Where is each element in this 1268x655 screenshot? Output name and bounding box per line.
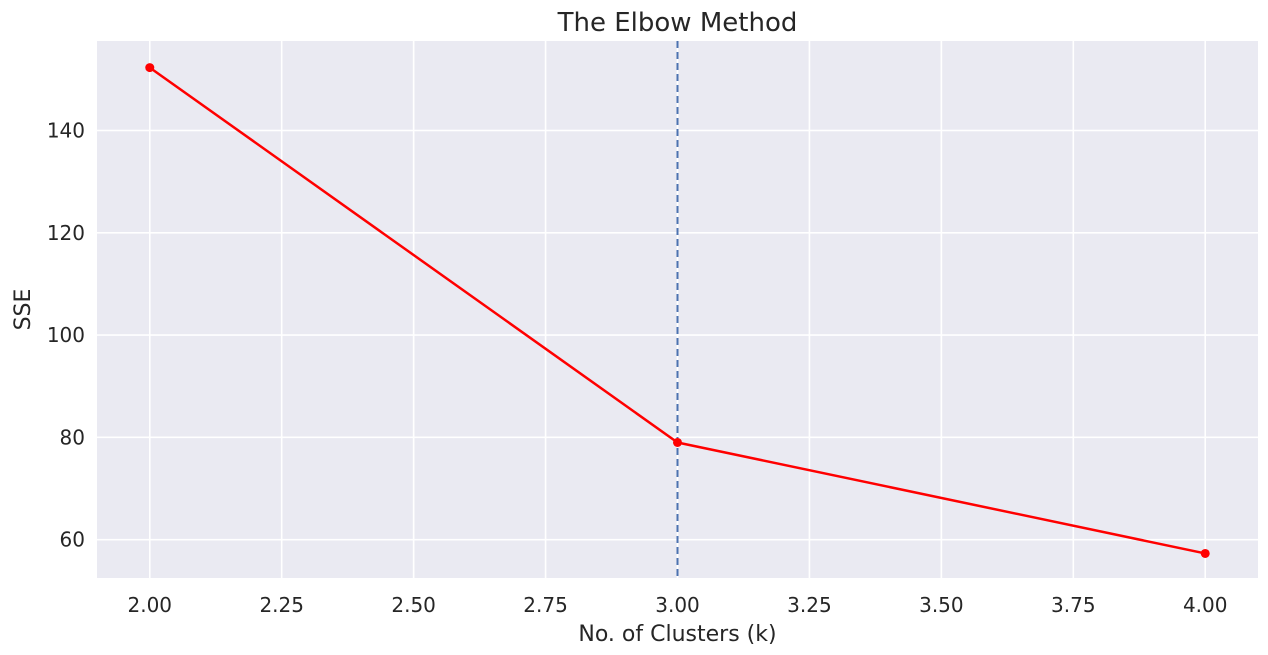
x-tick-label-3: 2.75 bbox=[523, 593, 568, 617]
y-tick-label-1: 80 bbox=[60, 425, 85, 449]
x-axis-label: No. of Clusters (k) bbox=[578, 622, 776, 647]
chart-title: The Elbow Method bbox=[557, 8, 798, 38]
x-tick-label-8: 4.00 bbox=[1183, 593, 1228, 617]
x-tick-label-0: 2.00 bbox=[128, 593, 173, 617]
y-tick-label-3: 120 bbox=[47, 221, 85, 245]
x-tick-label-4: 3.00 bbox=[655, 593, 700, 617]
data-point-2 bbox=[1200, 548, 1210, 558]
data-point-0 bbox=[145, 63, 155, 73]
x-tick-label-5: 3.25 bbox=[787, 593, 832, 617]
x-tick-label-2: 2.50 bbox=[391, 593, 436, 617]
x-tick-labels: 2.00 2.25 2.50 2.75 3.00 3.25 3.50 3.75 4.00 bbox=[128, 593, 1228, 617]
y-tick-labels: 60 80 100 120 140 bbox=[47, 119, 85, 552]
y-tick-label-0: 60 bbox=[60, 528, 85, 552]
y-tick-label-4: 140 bbox=[47, 119, 85, 143]
x-tick-label-6: 3.50 bbox=[919, 593, 964, 617]
x-tick-label-7: 3.75 bbox=[1051, 593, 1096, 617]
data-point-1 bbox=[673, 437, 682, 447]
y-tick-label-2: 100 bbox=[47, 323, 85, 347]
y-axis-label: SSE bbox=[11, 289, 36, 331]
data-points bbox=[145, 63, 1210, 558]
x-tick-label-1: 2.25 bbox=[259, 593, 304, 617]
